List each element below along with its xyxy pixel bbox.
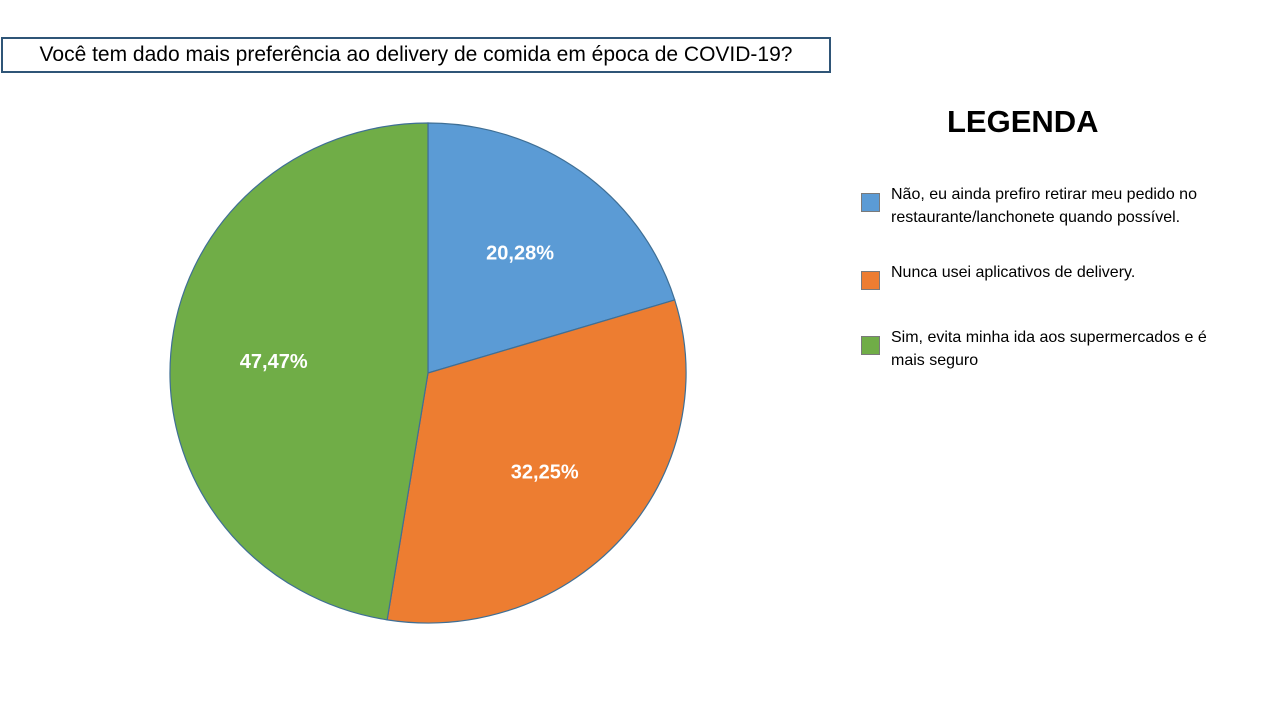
legend-title: LEGENDA [947,104,1099,139]
legend-item-3: Sim, evita minha ida aos supermercados e… [861,326,1236,372]
legend-label-3: Sim, evita minha ida aos supermercados e… [891,329,1207,369]
legend-label-1: Não, eu ainda prefiro retirar meu pedido… [891,186,1197,226]
pie-labels: 20,28% 32,25% 47,47% [240,242,579,483]
pie-data-label-3: 47,47% [240,351,308,373]
legend-swatch-1 [861,193,880,212]
legend-item-2: Nunca usei aplicativos de delivery. [861,261,1236,290]
pie-data-label-1: 20,28% [486,242,554,264]
pie-slice-1 [427,122,676,374]
pie-slice-2 [386,299,687,624]
chart-title: Você tem dado mais preferência ao delive… [1,37,831,73]
pie-slice-3 [169,122,429,621]
pie-slices [169,122,687,624]
pie-data-label-2: 32,25% [511,462,579,484]
legend-swatch-3 [861,336,880,355]
legend-swatch-2 [861,271,880,290]
legend-label-2: Nunca usei aplicativos de delivery. [891,264,1136,281]
legend-item-1: Não, eu ainda prefiro retirar meu pedido… [861,183,1236,229]
